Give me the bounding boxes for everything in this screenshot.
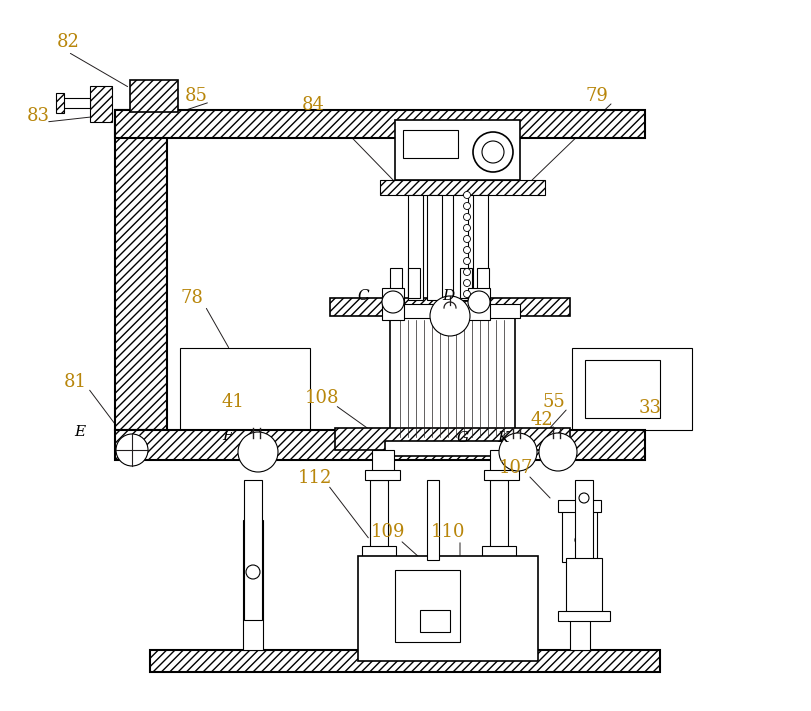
Bar bbox=[468, 288, 490, 320]
Bar bbox=[562, 510, 597, 562]
Circle shape bbox=[464, 279, 470, 287]
Bar bbox=[385, 304, 520, 318]
Bar bbox=[60, 98, 90, 108]
Bar bbox=[408, 268, 420, 298]
Circle shape bbox=[464, 213, 470, 220]
Circle shape bbox=[464, 191, 470, 198]
Circle shape bbox=[464, 269, 470, 275]
Circle shape bbox=[430, 296, 470, 336]
Bar bbox=[566, 558, 602, 613]
Text: 82: 82 bbox=[57, 33, 79, 51]
Bar bbox=[130, 80, 178, 112]
Circle shape bbox=[579, 493, 589, 503]
Bar bbox=[365, 470, 400, 480]
Circle shape bbox=[499, 433, 537, 471]
Text: 79: 79 bbox=[586, 87, 608, 105]
Text: 85: 85 bbox=[185, 87, 208, 105]
Bar bbox=[558, 611, 610, 621]
Bar bbox=[585, 360, 660, 418]
Bar bbox=[56, 93, 64, 113]
Text: 78: 78 bbox=[181, 289, 204, 307]
Bar bbox=[558, 500, 601, 512]
Text: 55: 55 bbox=[543, 393, 565, 411]
Circle shape bbox=[539, 433, 577, 471]
Bar bbox=[385, 441, 520, 456]
Text: K: K bbox=[497, 431, 508, 445]
Bar bbox=[180, 348, 310, 430]
Text: 112: 112 bbox=[298, 469, 333, 487]
Bar bbox=[244, 480, 262, 620]
Text: F: F bbox=[223, 429, 234, 443]
Bar bbox=[382, 288, 404, 320]
Bar bbox=[453, 195, 468, 300]
Bar bbox=[390, 268, 402, 298]
Circle shape bbox=[575, 535, 585, 545]
Bar bbox=[370, 480, 388, 548]
Bar bbox=[372, 450, 394, 472]
Bar bbox=[403, 130, 458, 158]
Text: C: C bbox=[357, 289, 369, 303]
Bar bbox=[390, 316, 515, 441]
Text: E: E bbox=[75, 425, 86, 439]
Text: G: G bbox=[457, 431, 469, 445]
Text: 33: 33 bbox=[638, 399, 662, 417]
Bar bbox=[484, 470, 519, 480]
Circle shape bbox=[382, 291, 404, 313]
Circle shape bbox=[473, 132, 513, 172]
Text: D: D bbox=[442, 289, 454, 303]
Text: 83: 83 bbox=[27, 107, 49, 125]
Circle shape bbox=[464, 235, 470, 242]
Text: 41: 41 bbox=[221, 393, 244, 411]
Circle shape bbox=[247, 564, 259, 576]
Bar bbox=[150, 650, 660, 672]
Circle shape bbox=[238, 432, 278, 472]
Circle shape bbox=[464, 203, 470, 210]
Bar bbox=[395, 120, 520, 180]
Bar bbox=[90, 86, 112, 122]
Text: 108: 108 bbox=[305, 389, 339, 407]
Bar bbox=[477, 268, 489, 298]
Bar bbox=[427, 480, 439, 560]
Bar bbox=[482, 546, 516, 556]
Bar bbox=[335, 428, 570, 450]
Bar bbox=[473, 195, 488, 300]
Circle shape bbox=[246, 565, 260, 579]
Bar bbox=[330, 298, 570, 316]
Circle shape bbox=[464, 291, 470, 297]
Bar bbox=[243, 520, 263, 650]
Bar bbox=[575, 480, 593, 560]
Bar bbox=[395, 570, 460, 642]
Text: 109: 109 bbox=[371, 523, 406, 541]
Circle shape bbox=[464, 301, 470, 309]
Circle shape bbox=[482, 141, 504, 163]
Bar bbox=[408, 195, 423, 300]
Bar bbox=[427, 195, 442, 300]
Bar bbox=[358, 556, 538, 661]
Bar bbox=[115, 110, 167, 430]
Text: 42: 42 bbox=[530, 411, 553, 429]
Text: 107: 107 bbox=[499, 459, 533, 477]
Bar bbox=[115, 110, 645, 138]
Circle shape bbox=[116, 434, 148, 466]
Bar bbox=[490, 450, 512, 472]
Bar bbox=[420, 610, 450, 632]
Bar bbox=[490, 480, 508, 548]
Text: 110: 110 bbox=[431, 523, 466, 541]
Bar bbox=[460, 268, 472, 298]
Circle shape bbox=[464, 225, 470, 232]
Bar bbox=[380, 180, 545, 195]
Bar bbox=[115, 430, 645, 460]
Text: 84: 84 bbox=[302, 96, 324, 114]
Bar bbox=[362, 546, 396, 556]
Circle shape bbox=[468, 291, 490, 313]
Circle shape bbox=[464, 247, 470, 254]
Circle shape bbox=[464, 257, 470, 264]
Bar bbox=[572, 348, 692, 430]
Text: 81: 81 bbox=[63, 373, 87, 391]
Bar bbox=[570, 560, 590, 650]
